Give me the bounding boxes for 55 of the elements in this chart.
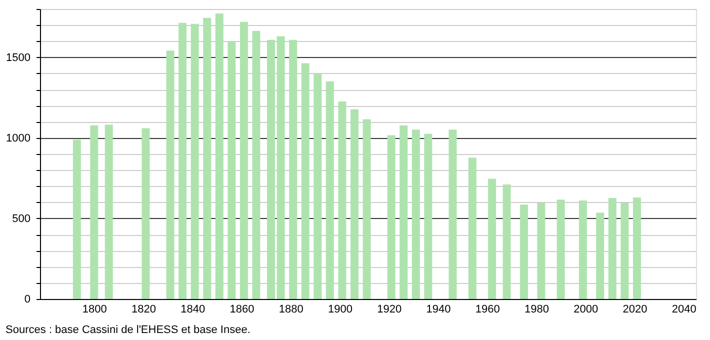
bar — [228, 41, 236, 299]
bar — [252, 30, 260, 299]
bar — [72, 140, 81, 299]
bar — [178, 22, 187, 299]
bar — [387, 135, 396, 299]
x-tick-label: 1820 — [132, 304, 156, 316]
y-tick-label: 500 — [12, 212, 30, 225]
bar — [448, 130, 457, 299]
x-tick-label: 1800 — [82, 304, 107, 316]
x-tick-label: 1900 — [328, 304, 352, 316]
x-tick-label: 2040 — [672, 304, 696, 316]
bar — [620, 202, 629, 299]
bar — [289, 40, 298, 299]
x-tick-label: 1980 — [524, 304, 549, 316]
bar — [520, 204, 528, 299]
bar — [314, 74, 322, 299]
bar — [412, 130, 420, 299]
x-tick-label: 1880 — [278, 304, 304, 316]
x-tick-label: 1860 — [230, 304, 254, 316]
bar — [142, 128, 150, 299]
bar — [362, 119, 371, 299]
bar — [166, 50, 174, 299]
x-tick-label: 1840 — [180, 304, 206, 316]
bar — [424, 134, 432, 299]
bar — [632, 198, 641, 299]
bar — [596, 212, 604, 299]
bar — [400, 125, 408, 299]
x-tick-label: 1940 — [426, 304, 451, 316]
bar — [104, 124, 113, 299]
bar — [502, 184, 511, 299]
y-tick-label: 1500 — [6, 52, 30, 64]
bar — [608, 198, 616, 299]
x-tick-label: 1920 — [377, 304, 402, 316]
bar — [338, 101, 346, 299]
bar — [190, 24, 199, 299]
bar — [350, 109, 358, 299]
bar — [488, 178, 496, 299]
x-tick-label: 2000 — [574, 304, 598, 316]
x-tick-label: 2020 — [622, 304, 648, 316]
bar — [266, 40, 275, 299]
bar — [578, 200, 587, 299]
y-tick-label: 0 — [24, 294, 30, 306]
bar — [240, 22, 248, 299]
bar — [90, 125, 98, 299]
bar — [276, 36, 285, 299]
bar — [326, 81, 334, 299]
bar — [203, 18, 212, 299]
source-note: Sources : base Cassini de l'EHESS et base Insee. — [6, 324, 250, 336]
bar — [215, 14, 224, 299]
bar — [537, 202, 546, 299]
bar — [301, 63, 310, 299]
y-tick-label: 1000 — [6, 132, 30, 144]
bar — [468, 158, 476, 299]
bar — [556, 200, 565, 299]
x-tick-label: 1960 — [475, 304, 500, 316]
